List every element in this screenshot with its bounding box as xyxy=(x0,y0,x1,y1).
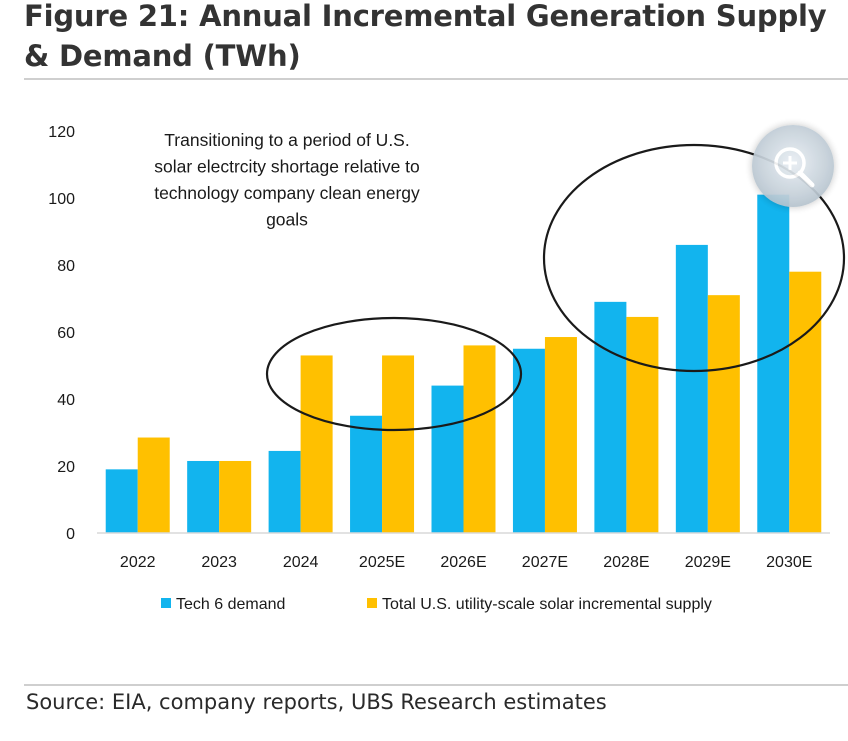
bar-tech6-demand-2023 xyxy=(187,460,220,533)
x-tick-label: 2023 xyxy=(201,554,237,571)
annotation-line: Transitioning to a period of U.S. xyxy=(164,130,409,150)
x-tick-label: 2027E xyxy=(522,554,568,571)
legend-swatch-solar-supply xyxy=(367,598,377,608)
bars xyxy=(105,194,822,533)
bar-tech6-demand-2029E xyxy=(675,244,708,533)
bar-tech6-demand-2028E xyxy=(594,301,627,533)
x-tick-label: 2026E xyxy=(440,554,486,571)
figure-title: Figure 21: Annual Incremental Generation… xyxy=(24,0,827,73)
legend-label-tech6-demand: Tech 6 demand xyxy=(176,596,285,613)
bar-solar-supply-2027E xyxy=(544,337,577,533)
bar-tech6-demand-2027E xyxy=(512,348,545,533)
bar-tech6-demand-2030E xyxy=(757,194,790,533)
y-tick-label: 40 xyxy=(57,392,75,409)
bar-solar-supply-2026E xyxy=(463,345,496,533)
legend-label-solar-supply: Total U.S. utility-scale solar increment… xyxy=(382,596,712,613)
highlight-ellipse-2024-2026 xyxy=(265,316,523,432)
y-tick-label: 0 xyxy=(66,526,75,543)
bar-solar-supply-2028E xyxy=(626,316,659,533)
zoom-in-icon xyxy=(774,147,815,188)
bar-solar-supply-2025E xyxy=(382,355,415,533)
y-tick-label: 120 xyxy=(48,124,75,141)
bar-solar-supply-2024 xyxy=(300,355,333,533)
source-note: Source: EIA, company reports, UBS Resear… xyxy=(26,690,607,714)
legend-swatch-tech6-demand xyxy=(161,598,171,608)
bar-solar-supply-2030E xyxy=(789,271,822,533)
y-axis: 0 20 40 60 80 100 120 xyxy=(48,124,75,543)
y-tick-label: 60 xyxy=(57,325,75,342)
bar-tech6-demand-2026E xyxy=(431,385,464,533)
x-tick-label: 2024 xyxy=(283,554,319,571)
zoom-button[interactable] xyxy=(752,125,834,207)
bar-tech6-demand-2022 xyxy=(105,469,138,533)
bar-solar-supply-2022 xyxy=(137,437,170,533)
bar-solar-supply-2023 xyxy=(219,460,252,533)
annotation-text: Transitioning to a period of U.S. solar e… xyxy=(154,130,420,230)
y-tick-label: 100 xyxy=(48,191,75,208)
annotation-line: solar electrcity shortage relative to xyxy=(154,157,420,177)
bar-tech6-demand-2025E xyxy=(350,415,383,533)
bar-tech6-demand-2024 xyxy=(268,450,301,533)
x-tick-label: 2025E xyxy=(359,554,405,571)
x-tick-label: 2022 xyxy=(120,554,156,571)
x-tick-label: 2029E xyxy=(685,554,731,571)
bar-solar-supply-2029E xyxy=(707,295,740,533)
legend: Tech 6 demand Total U.S. utility-scale so… xyxy=(161,596,712,613)
x-tick-label: 2028E xyxy=(603,554,649,571)
x-axis: 2022 2023 2024 2025E 2026E 2027E 2028E 2029E 203… xyxy=(120,554,812,571)
source-divider xyxy=(24,684,848,686)
annotation-line: goals xyxy=(266,210,308,230)
annotation-line: technology company clean energy xyxy=(154,183,420,203)
y-tick-label: 80 xyxy=(57,258,75,275)
x-tick-label: 2030E xyxy=(766,554,812,571)
highlight-ellipse-2028-2030 xyxy=(542,143,846,373)
title-divider xyxy=(24,78,848,80)
y-tick-label: 20 xyxy=(57,459,75,476)
